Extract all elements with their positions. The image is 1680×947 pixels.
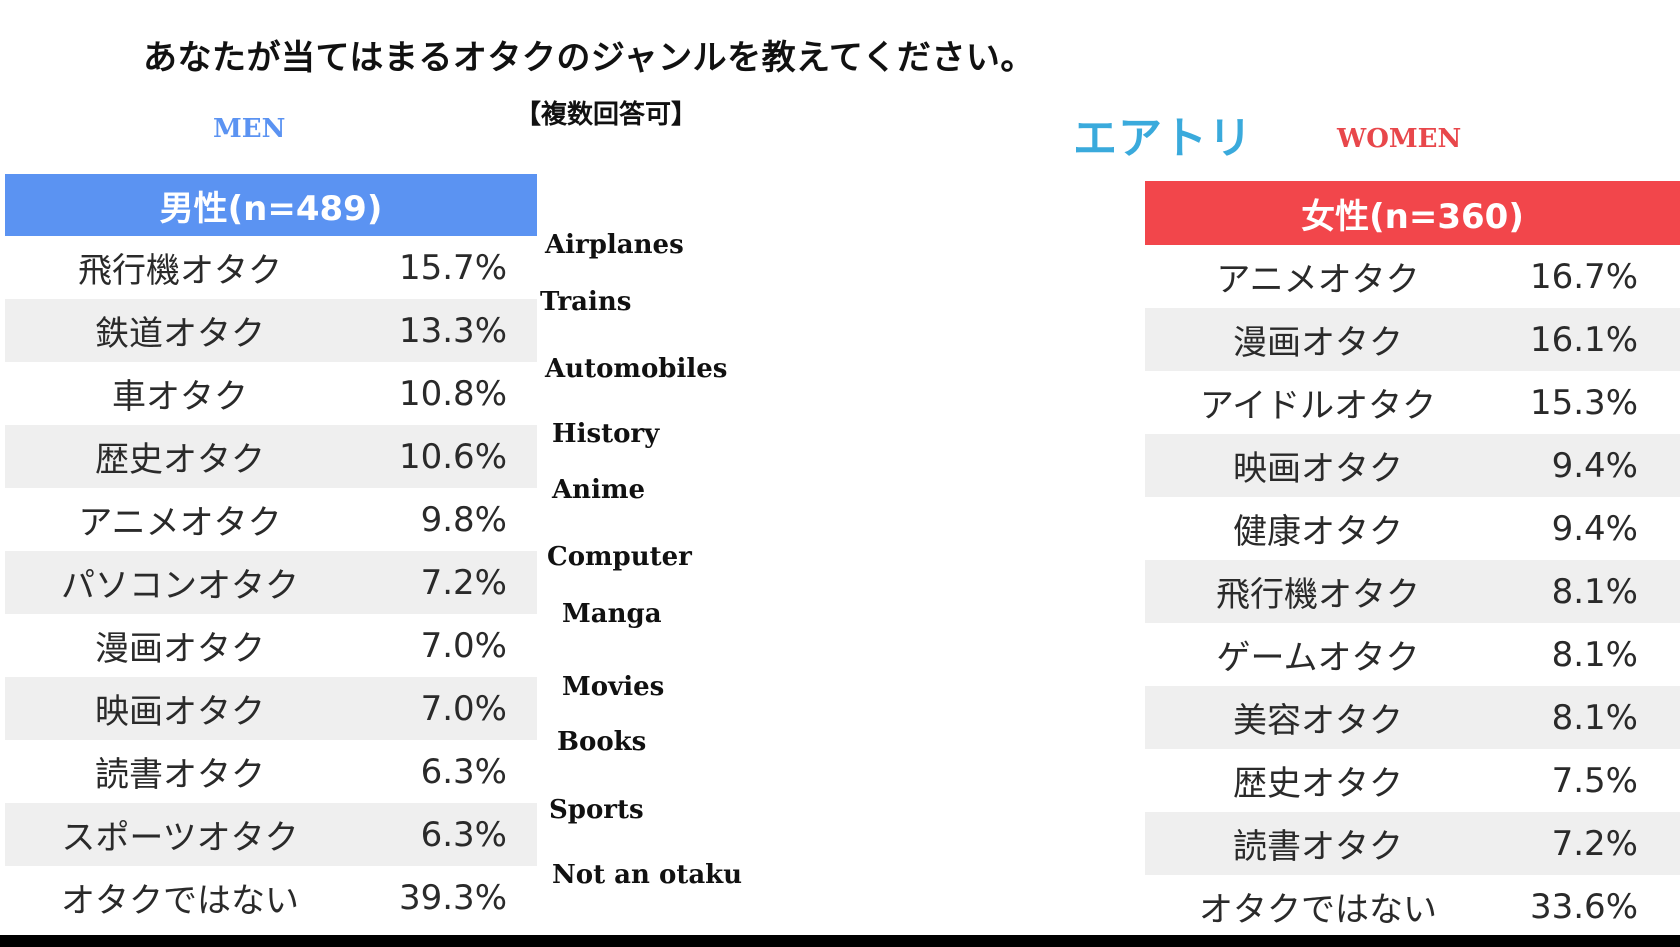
women-row-value: 33.6%: [1529, 886, 1638, 927]
women-table-row: 美容オタク 8.1%: [1145, 686, 1680, 749]
men-table-row: 車オタク 10.8%: [5, 362, 537, 425]
women-row-value: 16.7%: [1529, 256, 1638, 297]
women-table-row: 漫画オタク 16.1%: [1145, 308, 1680, 371]
men-row-label: 車オタク: [112, 377, 248, 417]
men-row-label: 飛行機オタク: [78, 251, 282, 291]
men-table-row: 読書オタク 6.3%: [5, 740, 537, 803]
women-table-row: 映画オタク 9.4%: [1145, 434, 1680, 497]
women-row-value: 15.3%: [1529, 382, 1638, 423]
women-table-row: アニメオタク 16.7%: [1145, 245, 1680, 308]
men-table: 男性(n=489) 飛行機オタク 15.7% 鉄道オタク 13.3% 車オタク 10.8% 歴…: [5, 174, 537, 929]
women-row-label: ゲームオタク: [1216, 638, 1420, 678]
men-english-label: History: [552, 419, 660, 449]
women-row-label: アニメオタク: [1216, 260, 1420, 300]
men-table-row: オタクではない 39.3%: [5, 866, 537, 929]
men-table-row: 映画オタク 7.0%: [5, 677, 537, 740]
women-row-label: 美容オタク: [1233, 701, 1403, 741]
women-row-label: 読書オタク: [1233, 827, 1403, 867]
women-row-value: 7.5%: [1551, 760, 1638, 801]
women-row-label: 漫画オタク: [1233, 323, 1403, 363]
men-row-value: 15.7%: [398, 247, 507, 288]
men-row-label: アニメオタク: [78, 503, 282, 543]
women-row-value: 7.2%: [1551, 823, 1638, 864]
men-row-value: 7.2%: [420, 562, 507, 603]
men-table-row: 歴史オタク 10.6%: [5, 425, 537, 488]
women-table: 女性(n=360) アニメオタク 16.7% 漫画オタク 16.1% アイドルオタク 15.…: [1145, 181, 1680, 935]
men-english-label: Books: [557, 727, 647, 757]
men-row-label: 歴史オタク: [95, 440, 265, 480]
women-table-row: 読書オタク 7.2%: [1145, 812, 1680, 875]
chart-title: あなたが当てはまるオタクのジャンルを教えてください。: [143, 38, 1035, 78]
women-row-label: オタクではない: [1199, 890, 1437, 930]
men-row-value: 39.3%: [398, 877, 507, 918]
men-row-value: 7.0%: [420, 688, 507, 729]
men-row-label: 読書オタク: [95, 755, 265, 795]
men-label: MEN: [213, 114, 286, 144]
women-table-row: アイドルオタク 15.3%: [1145, 371, 1680, 434]
men-english-label: Trains: [540, 287, 632, 317]
men-row-label: 映画オタク: [95, 692, 265, 732]
men-english-label: Manga: [562, 599, 662, 629]
women-table-row: 飛行機オタク 8.1%: [1145, 560, 1680, 623]
women-row-value: 9.4%: [1551, 445, 1638, 486]
men-table-row: 飛行機オタク 15.7%: [5, 236, 537, 299]
women-row-label: 映画オタク: [1233, 449, 1403, 489]
men-english-label: Movies: [562, 672, 665, 702]
chart-subtitle: 【複数回答可】: [515, 100, 698, 130]
men-english-label: Automobiles: [545, 354, 728, 384]
men-row-label: スポーツオタク: [61, 818, 299, 858]
men-row-value: 10.8%: [398, 373, 507, 414]
men-row-value: 6.3%: [420, 751, 507, 792]
men-row-label: 漫画オタク: [95, 629, 265, 669]
women-label: WOMEN: [1337, 124, 1462, 154]
women-row-label: 飛行機オタク: [1216, 575, 1420, 615]
women-row-value: 8.1%: [1551, 634, 1638, 675]
women-row-label: 歴史オタク: [1233, 764, 1403, 804]
women-row-label: 健康オタク: [1233, 512, 1403, 552]
women-row-value: 9.4%: [1551, 508, 1638, 549]
women-table-row: 健康オタク 9.4%: [1145, 497, 1680, 560]
women-table-header: 女性(n=360): [1145, 181, 1680, 245]
men-row-label: オタクではない: [61, 881, 299, 921]
men-english-label: Sports: [549, 795, 644, 825]
men-english-label: Not an otaku: [552, 860, 743, 890]
men-row-value: 10.6%: [398, 436, 507, 477]
men-table-row: スポーツオタク 6.3%: [5, 803, 537, 866]
men-table-header: 男性(n=489): [5, 174, 537, 236]
women-table-row: オタクではない 33.6%: [1145, 875, 1680, 935]
men-row-label: 鉄道オタク: [95, 314, 265, 354]
women-table-row: ゲームオタク 8.1%: [1145, 623, 1680, 686]
women-row-value: 8.1%: [1551, 571, 1638, 612]
men-english-label: Airplanes: [545, 230, 684, 260]
men-table-row: パソコンオタク 7.2%: [5, 551, 537, 614]
men-row-label: パソコンオタク: [61, 566, 299, 606]
men-row-value: 9.8%: [420, 499, 507, 540]
men-row-value: 7.0%: [420, 625, 507, 666]
women-row-label: アイドルオタク: [1199, 386, 1437, 426]
men-row-value: 6.3%: [420, 814, 507, 855]
brand-logo: エアトリ: [1073, 113, 1253, 164]
men-table-row: アニメオタク 9.8%: [5, 488, 537, 551]
women-row-value: 8.1%: [1551, 697, 1638, 738]
men-row-value: 13.3%: [398, 310, 507, 351]
men-english-label: Computer: [547, 542, 692, 572]
men-english-label: Anime: [552, 475, 646, 505]
women-row-value: 16.1%: [1529, 319, 1638, 360]
men-table-row: 漫画オタク 7.0%: [5, 614, 537, 677]
women-table-row: 歴史オタク 7.5%: [1145, 749, 1680, 812]
men-table-row: 鉄道オタク 13.3%: [5, 299, 537, 362]
